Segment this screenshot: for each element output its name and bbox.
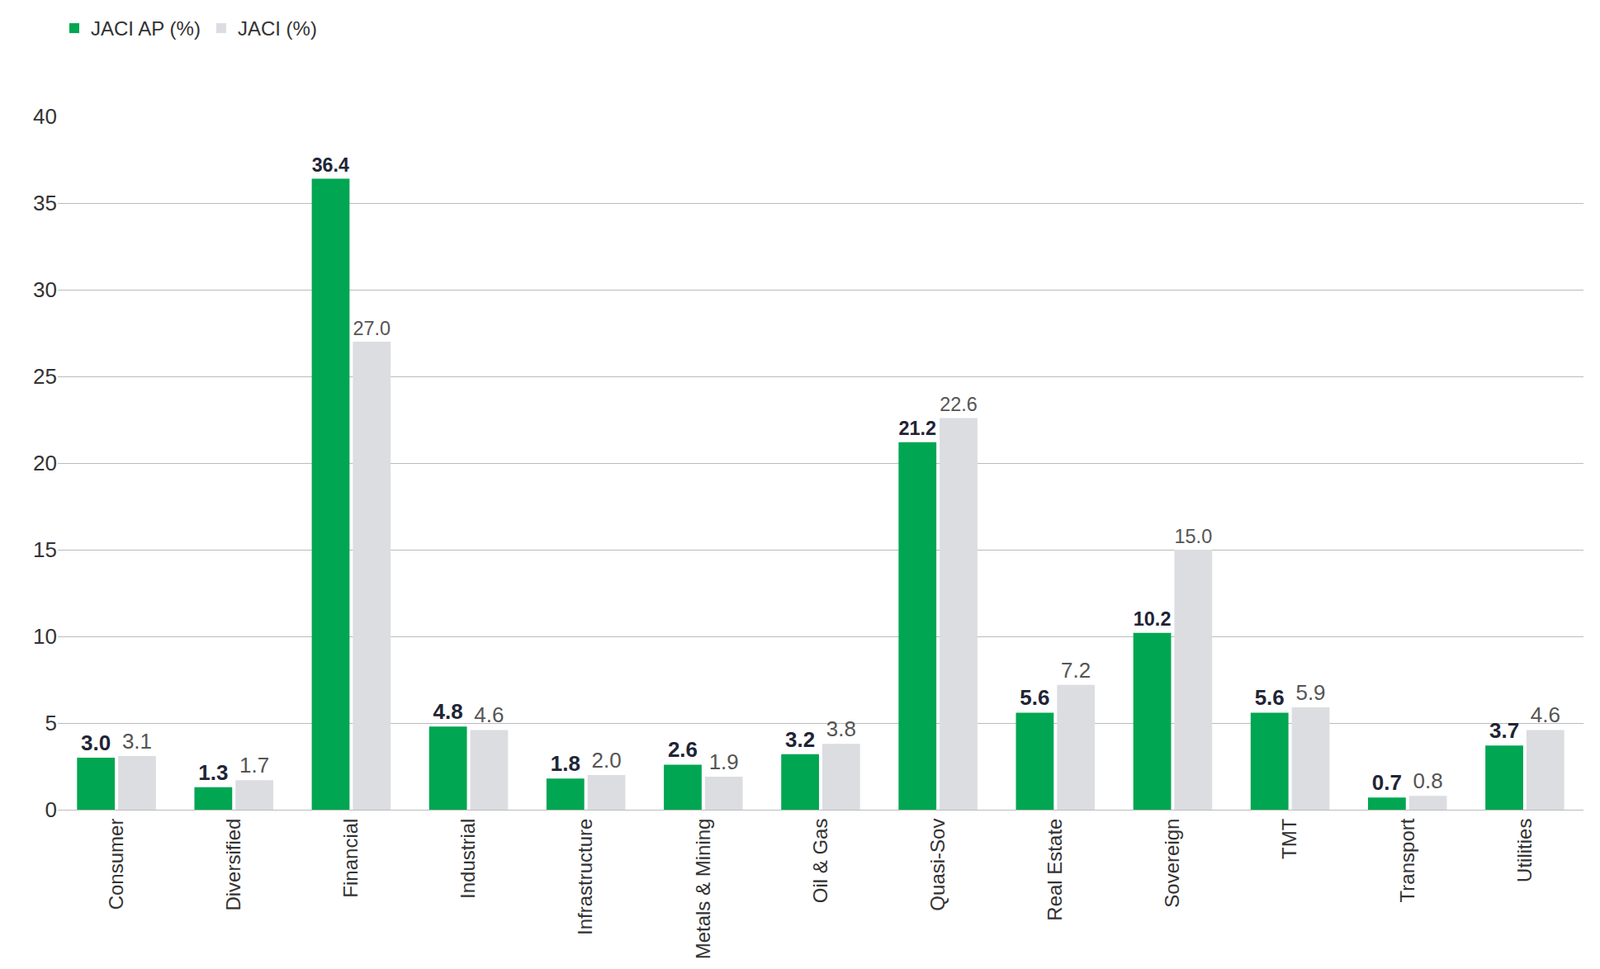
svg-text:Utilities: Utilities (1513, 818, 1536, 883)
svg-text:Sovereign: Sovereign (1160, 818, 1184, 909)
svg-text:1.9: 1.9 (709, 749, 739, 775)
svg-text:5.6: 5.6 (1019, 685, 1050, 711)
svg-text:15.0: 15.0 (1173, 525, 1212, 548)
svg-text:3.0: 3.0 (80, 730, 111, 756)
svg-text:Infrastructure: Infrastructure (573, 818, 597, 936)
svg-text:0: 0 (45, 797, 57, 823)
svg-text:5: 5 (45, 710, 57, 736)
svg-text:JACI AP (%): JACI AP (%) (90, 17, 201, 40)
svg-text:21.2: 21.2 (898, 417, 937, 440)
svg-text:30: 30 (33, 277, 57, 303)
svg-text:7.2: 7.2 (1060, 657, 1091, 683)
svg-text:1.7: 1.7 (239, 752, 270, 778)
svg-text:5.9: 5.9 (1295, 680, 1326, 706)
svg-text:25: 25 (33, 364, 57, 389)
svg-text:10: 10 (33, 624, 57, 649)
svg-text:3.2: 3.2 (785, 727, 815, 753)
svg-text:22.6: 22.6 (939, 393, 978, 416)
svg-text:Financial: Financial (339, 818, 362, 899)
svg-text:20: 20 (33, 450, 57, 476)
svg-text:36.4: 36.4 (312, 154, 350, 176)
svg-text:JACI (%): JACI (%) (237, 17, 318, 40)
svg-text:Metals & Mining: Metals & Mining (691, 818, 715, 961)
svg-text:10.2: 10.2 (1133, 608, 1172, 630)
svg-text:Consumer: Consumer (104, 818, 128, 911)
svg-text:4.8: 4.8 (433, 699, 464, 725)
svg-text:Oil & Gas: Oil & Gas (809, 818, 832, 905)
svg-text:15: 15 (33, 537, 57, 563)
svg-text:2.6: 2.6 (667, 737, 698, 763)
svg-text:1.3: 1.3 (198, 760, 228, 786)
svg-text:4.6: 4.6 (1530, 702, 1561, 728)
svg-text:Industrial: Industrial (456, 818, 479, 900)
svg-text:Real Estate: Real Estate (1043, 818, 1066, 922)
svg-text:3.7: 3.7 (1489, 718, 1520, 744)
svg-text:3.8: 3.8 (826, 716, 857, 742)
svg-text:Diversified: Diversified (222, 818, 245, 912)
svg-text:3.1: 3.1 (122, 728, 152, 754)
svg-text:0.8: 0.8 (1413, 768, 1444, 794)
svg-text:Quasi-Sov: Quasi-Sov (926, 818, 949, 912)
svg-text:0.7: 0.7 (1372, 770, 1402, 796)
svg-text:2.0: 2.0 (591, 747, 621, 773)
svg-text:5.6: 5.6 (1254, 685, 1285, 711)
svg-text:27.0: 27.0 (352, 317, 391, 340)
svg-text:4.6: 4.6 (473, 702, 504, 728)
svg-text:TMT: TMT (1278, 818, 1301, 860)
svg-text:1.8: 1.8 (550, 751, 581, 777)
svg-text:35: 35 (33, 190, 57, 216)
svg-text:40: 40 (33, 104, 57, 129)
svg-text:Transport: Transport (1396, 818, 1419, 903)
